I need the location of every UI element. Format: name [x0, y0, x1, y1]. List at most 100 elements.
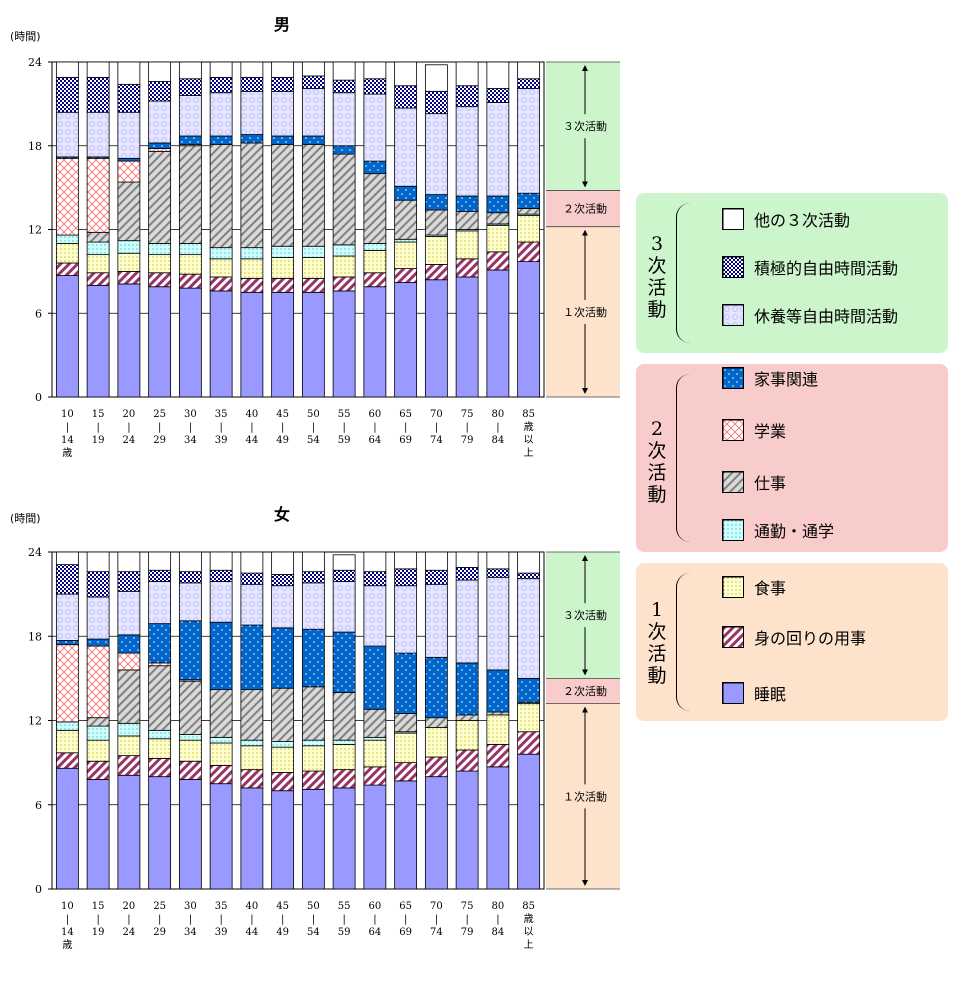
legend-label: 仕事: [754, 474, 787, 493]
bar-segment-work: [209, 143, 233, 249]
y-tick-label: 24: [28, 56, 42, 69]
x-tick-label: 15: [92, 409, 105, 420]
bar-segment-work: [517, 208, 541, 215]
bar-segment-active_leisure: [178, 571, 202, 584]
bar-segment-study: [55, 644, 79, 723]
bar-segment-other3: [332, 61, 356, 81]
chart-title: 女: [274, 505, 290, 524]
bar-segment-rest_leisure: [424, 113, 448, 196]
bar-segment-meals: [517, 215, 541, 243]
bar-segment-meals: [86, 254, 110, 274]
x-tick-label: |: [96, 422, 99, 433]
bar-segment-sleep: [55, 275, 79, 398]
x-tick-label: |: [250, 422, 253, 433]
bar-segment-active_leisure: [517, 572, 541, 580]
bar-segment-sleep: [455, 770, 479, 890]
bar-segment-active_leisure: [394, 568, 418, 587]
bar-segment-housework: [486, 195, 510, 214]
x-tick-label: 84: [492, 435, 505, 446]
bar-segment-work: [271, 143, 295, 247]
bar-segment-sleep: [424, 279, 448, 398]
x-tick-label: 84: [492, 927, 505, 938]
bar-segment-personal_care: [55, 262, 79, 276]
x-tick-label: 35: [215, 409, 228, 420]
x-tick-label: |: [281, 914, 284, 925]
x-tick-label: 79: [461, 927, 474, 938]
x-tick-label: |: [496, 914, 499, 925]
x-tick-label: 65: [399, 409, 412, 420]
bar-segment-commute: [86, 241, 110, 256]
bar-segment-other3: [424, 64, 448, 92]
band-label: ２次活動: [563, 684, 607, 698]
bar-segment-active_leisure: [424, 90, 448, 115]
bar-segment-meals: [178, 254, 202, 275]
bar-segment-meals: [209, 258, 233, 278]
bar-segment-sleep: [332, 290, 356, 398]
bar-segment-other3: [86, 551, 110, 573]
bar-segment-work: [486, 212, 510, 225]
bar-segment-commute: [240, 739, 264, 747]
bar-segment-other3: [517, 551, 541, 574]
bar-segment-meals: [394, 241, 418, 269]
bar-segment-work: [332, 153, 356, 246]
bar-segment-sleep: [240, 787, 264, 890]
x-tick-label: 65: [399, 901, 412, 912]
legend-label: 家事関連: [754, 370, 819, 389]
x-tick-label: 30: [184, 409, 197, 420]
bar-segment-active_leisure: [117, 83, 141, 113]
band-label: ３次活動: [563, 119, 607, 133]
bar-segment-sleep: [117, 283, 141, 398]
activity-band: [546, 678, 620, 704]
bar-segment-active_leisure: [363, 78, 387, 95]
bar-segment-housework: [455, 662, 479, 716]
x-tick-label: 50: [307, 409, 320, 420]
bar-segment-personal_care: [209, 765, 233, 785]
bar-segment-housework: [178, 135, 202, 145]
bar-segment-other3: [486, 551, 510, 570]
legend-item-work: 仕事: [722, 470, 786, 494]
bar-segment-commute: [209, 736, 233, 744]
bar-segment-work: [301, 686, 325, 741]
bar-segment-active_leisure: [455, 85, 479, 108]
x-tick-label: |: [158, 422, 161, 433]
bar-segment-sleep: [301, 291, 325, 398]
x-tick-label: |: [373, 914, 376, 925]
bar-segment-active_leisure: [55, 564, 79, 595]
bar-segment-rest_leisure: [240, 583, 264, 626]
bar-segment-active_leisure: [55, 76, 79, 113]
bar-segment-study: [117, 160, 141, 183]
x-tick-label: |: [219, 422, 222, 433]
bar-segment-rest_leisure: [55, 593, 79, 641]
bar-segment-work: [86, 231, 110, 243]
bar-segment-sleep: [271, 291, 295, 398]
bar-segment-active_leisure: [209, 76, 233, 94]
legend-swatch-housework: [722, 367, 744, 389]
x-tick-label: 40: [246, 901, 259, 912]
bar-segment-personal_care: [394, 268, 418, 283]
bar-segment-housework: [271, 135, 295, 145]
bar-segment-rest_leisure: [486, 102, 510, 197]
bar-segment-active_leisure: [148, 569, 172, 582]
bar-segment-meals: [148, 738, 172, 759]
activity-band: [546, 552, 620, 679]
bar-segment-housework: [363, 645, 387, 710]
bar-segment-work: [117, 181, 141, 242]
bar-segment-personal_care: [517, 731, 541, 755]
bar-segment-other3: [117, 61, 141, 85]
x-tick-label: |: [404, 422, 407, 433]
y-axis-label: (時間): [10, 512, 41, 525]
bar-segment-active_leisure: [517, 78, 541, 89]
x-tick-label: 29: [153, 435, 166, 446]
bar-segment-commute: [148, 729, 172, 740]
bar-segment-personal_care: [240, 769, 264, 789]
bar-segment-other3: [55, 61, 79, 78]
bar-segment-work: [117, 669, 141, 724]
bar-segment-study: [86, 157, 110, 233]
legend-swatch-active_leisure: [722, 256, 744, 278]
bar-segment-rest_leisure: [517, 578, 541, 679]
legend-label: 身の回りの用事: [754, 629, 867, 648]
bar-segment-rest_leisure: [55, 111, 79, 158]
activity-band: [546, 62, 620, 191]
